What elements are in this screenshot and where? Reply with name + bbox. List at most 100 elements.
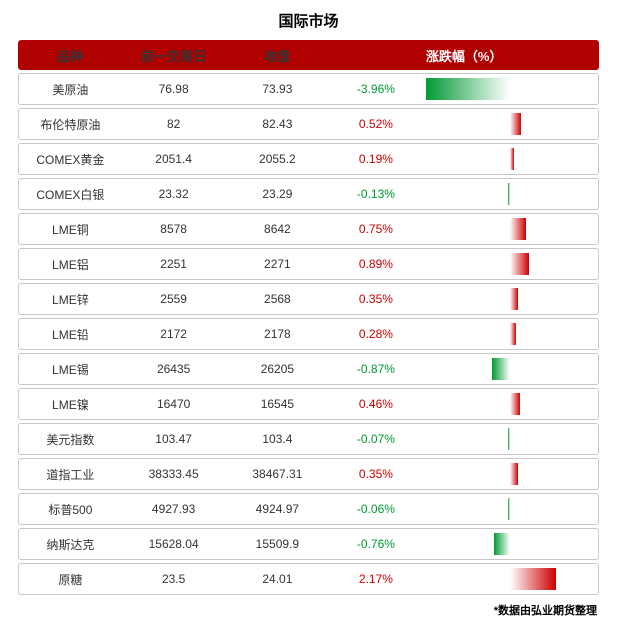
cell-close: 15509.9	[226, 528, 330, 560]
cell-change-bar	[423, 388, 599, 420]
table-row: LME镍16470165450.46%	[18, 388, 599, 420]
change-bar	[426, 78, 510, 100]
col-prev: 前一交易日	[122, 40, 226, 70]
table-row: LME铅217221780.28%	[18, 318, 599, 350]
cell-change-pct: 2.17%	[329, 563, 422, 595]
cell-instrument: 道指工业	[18, 458, 122, 490]
cell-instrument: LME锡	[18, 353, 122, 385]
cell-change-bar	[423, 493, 599, 525]
cell-instrument: 美元指数	[18, 423, 122, 455]
cell-close: 2055.2	[226, 143, 330, 175]
cell-change-bar	[423, 318, 599, 350]
change-bar	[510, 148, 514, 170]
table-row: LME锡2643526205-0.87%	[18, 353, 599, 385]
table-row: 道指工业38333.4538467.310.35%	[18, 458, 599, 490]
change-bar	[492, 358, 510, 380]
cell-change-pct: 0.35%	[329, 283, 422, 315]
change-bar	[508, 498, 510, 520]
cell-change-pct: -0.07%	[329, 423, 422, 455]
cell-change-pct: 0.46%	[329, 388, 422, 420]
cell-change-bar	[423, 178, 599, 210]
cell-change-bar	[423, 213, 599, 245]
col-instrument: 品种	[18, 40, 122, 70]
cell-close: 2178	[226, 318, 330, 350]
cell-close: 23.29	[226, 178, 330, 210]
table-row: 原糖23.524.012.17%	[18, 563, 599, 595]
cell-instrument: 原糖	[18, 563, 122, 595]
cell-close: 103.4	[226, 423, 330, 455]
cell-change-bar	[423, 563, 599, 595]
table-title: 国际市场	[18, 10, 599, 31]
cell-change-pct: 0.89%	[329, 248, 422, 280]
table-row: COMEX黄金2051.42055.20.19%	[18, 143, 599, 175]
change-bar	[510, 113, 521, 135]
cell-change-pct: 0.19%	[329, 143, 422, 175]
cell-instrument: LME锌	[18, 283, 122, 315]
cell-instrument: 布伦特原油	[18, 108, 122, 140]
cell-change-bar	[423, 528, 599, 560]
cell-instrument: COMEX白银	[18, 178, 122, 210]
table-row: COMEX白银23.3223.29-0.13%	[18, 178, 599, 210]
cell-instrument: COMEX黄金	[18, 143, 122, 175]
cell-prev: 2251	[122, 248, 226, 280]
cell-close: 24.01	[226, 563, 330, 595]
change-bar	[510, 568, 556, 590]
change-bar	[510, 323, 516, 345]
table-row: 纳斯达克15628.0415509.9-0.76%	[18, 528, 599, 560]
change-bar	[510, 288, 517, 310]
cell-close: 16545	[226, 388, 330, 420]
table-row: 美原油76.9873.93-3.96%	[18, 73, 599, 105]
cell-prev: 26435	[122, 353, 226, 385]
cell-change-pct: -3.96%	[329, 73, 422, 105]
cell-prev: 76.98	[122, 73, 226, 105]
cell-change-bar	[423, 248, 599, 280]
col-change: 涨跌幅（%）	[329, 40, 599, 70]
change-bar	[508, 428, 510, 450]
cell-prev: 82	[122, 108, 226, 140]
table-row: 标普5004927.934924.97-0.06%	[18, 493, 599, 525]
cell-prev: 4927.93	[122, 493, 226, 525]
cell-change-pct: -0.13%	[329, 178, 422, 210]
cell-close: 38467.31	[226, 458, 330, 490]
footnote: *数据由弘业期货整理	[18, 602, 599, 618]
change-bar	[494, 533, 510, 555]
cell-prev: 8578	[122, 213, 226, 245]
cell-change-bar	[423, 73, 599, 105]
cell-change-pct: 0.75%	[329, 213, 422, 245]
cell-prev: 2172	[122, 318, 226, 350]
change-bar	[510, 463, 517, 485]
cell-prev: 23.32	[122, 178, 226, 210]
cell-prev: 103.47	[122, 423, 226, 455]
cell-instrument: LME铝	[18, 248, 122, 280]
cell-instrument: 美原油	[18, 73, 122, 105]
cell-change-pct: 0.52%	[329, 108, 422, 140]
table-row: 布伦特原油8282.430.52%	[18, 108, 599, 140]
market-table: 品种 前一交易日 收盘 涨跌幅（%） 美原油76.9873.93-3.96%布伦…	[18, 37, 599, 598]
cell-change-pct: 0.28%	[329, 318, 422, 350]
cell-close: 26205	[226, 353, 330, 385]
cell-close: 73.93	[226, 73, 330, 105]
change-bar	[510, 253, 529, 275]
cell-change-bar	[423, 108, 599, 140]
table-row: LME锌255925680.35%	[18, 283, 599, 315]
cell-change-pct: -0.76%	[329, 528, 422, 560]
change-bar	[508, 183, 511, 205]
cell-change-bar	[423, 283, 599, 315]
table-row: LME铝225122710.89%	[18, 248, 599, 280]
cell-close: 82.43	[226, 108, 330, 140]
cell-close: 4924.97	[226, 493, 330, 525]
cell-prev: 2559	[122, 283, 226, 315]
header-row: 品种 前一交易日 收盘 涨跌幅（%）	[18, 40, 599, 70]
cell-change-pct: 0.35%	[329, 458, 422, 490]
cell-change-pct: -0.87%	[329, 353, 422, 385]
change-bar	[510, 218, 526, 240]
cell-instrument: LME铜	[18, 213, 122, 245]
cell-prev: 23.5	[122, 563, 226, 595]
table-row: LME铜857886420.75%	[18, 213, 599, 245]
cell-change-bar	[423, 458, 599, 490]
cell-close: 8642	[226, 213, 330, 245]
cell-prev: 38333.45	[122, 458, 226, 490]
cell-change-bar	[423, 143, 599, 175]
cell-instrument: LME铅	[18, 318, 122, 350]
cell-change-bar	[423, 423, 599, 455]
